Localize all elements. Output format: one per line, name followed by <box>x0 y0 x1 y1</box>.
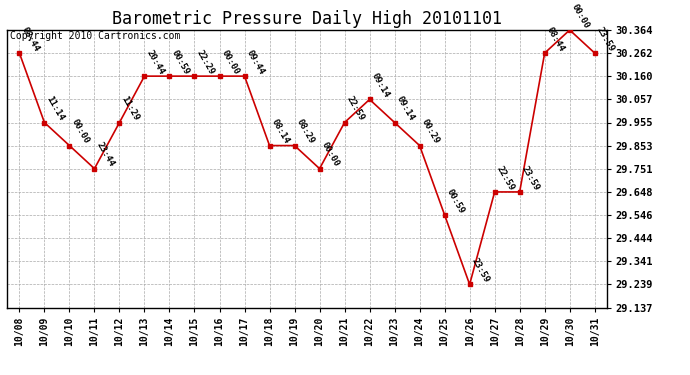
Text: 08:14: 08:14 <box>270 118 290 146</box>
Text: 08:44: 08:44 <box>544 25 566 53</box>
Text: 00:59: 00:59 <box>170 48 190 76</box>
Text: 00:29: 00:29 <box>420 118 441 146</box>
Text: 11:14: 11:14 <box>44 95 66 123</box>
Text: 08:29: 08:29 <box>295 118 316 146</box>
Text: 09:44: 09:44 <box>244 48 266 76</box>
Text: 00:00: 00:00 <box>70 118 90 146</box>
Text: 23:44: 23:44 <box>95 141 116 169</box>
Text: Copyright 2010 Cartronics.com: Copyright 2010 Cartronics.com <box>10 32 180 41</box>
Text: 08:44: 08:44 <box>19 25 41 53</box>
Text: 20:44: 20:44 <box>144 48 166 76</box>
Text: 09:14: 09:14 <box>395 95 416 123</box>
Text: 00:00: 00:00 <box>570 2 591 30</box>
Text: 23:59: 23:59 <box>595 25 616 53</box>
Text: 23:59: 23:59 <box>470 256 491 284</box>
Text: 00:00: 00:00 <box>319 141 341 169</box>
Text: 09:14: 09:14 <box>370 72 391 99</box>
Text: 00:59: 00:59 <box>444 187 466 215</box>
Text: 00:00: 00:00 <box>219 48 241 76</box>
Title: Barometric Pressure Daily High 20101101: Barometric Pressure Daily High 20101101 <box>112 10 502 28</box>
Text: 11:29: 11:29 <box>119 95 141 123</box>
Text: 22:59: 22:59 <box>344 95 366 123</box>
Text: 23:59: 23:59 <box>520 164 541 192</box>
Text: 22:29: 22:29 <box>195 48 216 76</box>
Text: 22:59: 22:59 <box>495 164 516 192</box>
